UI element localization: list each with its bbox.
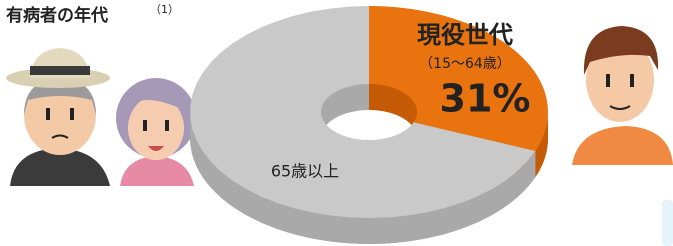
chart-title: 有病者の年代 xyxy=(6,5,108,26)
background-panel xyxy=(662,200,673,246)
segment-label: 現役世代 xyxy=(417,21,513,49)
segment-label: 65歳以上 xyxy=(271,162,339,181)
segment-note: （15～64歳） xyxy=(419,56,511,72)
value-label: 31% xyxy=(440,77,531,121)
working-man xyxy=(572,26,673,165)
elderly-woman xyxy=(116,78,196,186)
elderly-man xyxy=(6,48,110,186)
title-note: （1） xyxy=(150,3,179,16)
chart: 有病者の年代 （1） 現役世代 （15～64歳） 31% 65歳以上 xyxy=(0,0,673,246)
